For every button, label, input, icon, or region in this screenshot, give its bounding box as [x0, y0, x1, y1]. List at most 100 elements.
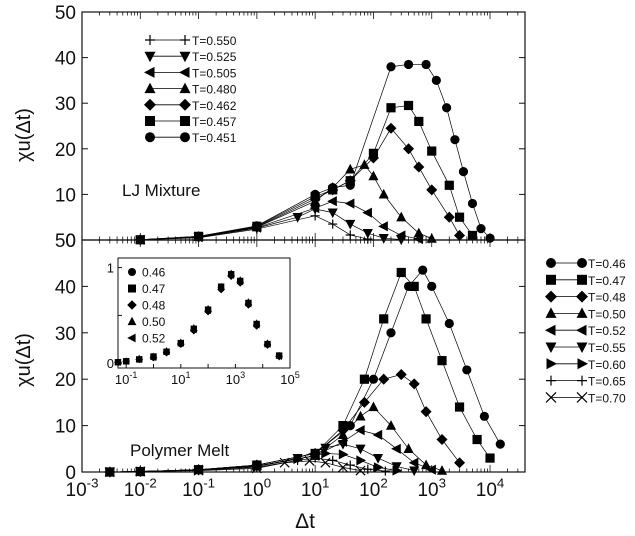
- bottom-legend-label: T=0.70: [588, 391, 626, 405]
- bottom-legend-marker-t-0-55: [545, 342, 557, 353]
- inset-panel: 01 10-1 101 103 105 0.460.470.480.500.52: [107, 257, 300, 387]
- top-legend-marker-t-0-451: [145, 132, 155, 143]
- top-series: [134, 59, 495, 246]
- bottom-point-t-0-70-7: [337, 462, 348, 473]
- bottom-legend-item-t-0-55: T=0.55: [545, 341, 626, 355]
- bottom-x-tick-label-101: 101: [301, 475, 330, 501]
- top-legend-marker-end-t-0-550: [180, 35, 190, 45]
- top-point-t-0-505-4: [327, 196, 337, 207]
- bottom-point-t-0-52-8: [391, 443, 401, 454]
- top-point-t-0-451-3: [310, 189, 320, 199]
- inset-legend-marker-0-50: [127, 316, 137, 326]
- inset-point-0-52-6: [189, 326, 197, 334]
- bottom-point-t-0-55-10: [409, 466, 420, 477]
- inset-x-tick-label-103-exponent: 3: [240, 370, 245, 380]
- bottom-point-t-0-48-10: [420, 406, 432, 418]
- inset-point-0-52-2: [135, 355, 143, 363]
- top-point-t-0-525-7: [362, 229, 373, 239]
- inset-x-tick-label-101-exponent: 1: [185, 370, 190, 380]
- bottom-point-t-0-65-9: [380, 466, 390, 476]
- inset-point-0-52-0: [114, 358, 121, 366]
- bottom-legend-marker-t-0-70: [545, 391, 557, 403]
- top-legend-label: T=0.451: [192, 131, 237, 145]
- bottom-y-tick-label-50: 50: [55, 231, 76, 252]
- bottom-point-t-0-50-9: [403, 443, 414, 453]
- bottom-legend-marker-end-t-0-48: [576, 290, 588, 303]
- top-point-t-0-451-8: [421, 59, 431, 70]
- inset-x-tick-label-10-1: 10-1: [115, 370, 138, 387]
- bottom-legend-marker-end-t-0-65: [577, 375, 587, 386]
- top-point-t-0-451-2: [252, 221, 262, 231]
- bottom-point-t-0-60-3: [252, 461, 263, 472]
- bottom-legend-marker-t-0-47: [546, 274, 556, 285]
- bottom-point-t-0-70-2: [193, 465, 204, 476]
- bottom-point-t-0-50-8: [385, 420, 397, 430]
- bottom-x-tick-label-10-3: 10-3: [66, 475, 99, 501]
- top-point-t-0-457-7: [386, 103, 396, 113]
- top-legend-marker-end-t-0-457: [180, 116, 190, 126]
- top-panel: 0 10 20 30 40 50 χu(Δt) T=0.550 T=0.525 T=0.505…: [13, 3, 526, 252]
- inset-legend-label: 0.47: [142, 282, 166, 296]
- bottom-legend-label: T=0.52: [588, 324, 626, 338]
- top-point-t-0-457-11: [444, 180, 454, 190]
- bottom-point-t-0-50-5: [337, 429, 349, 440]
- bottom-point-t-0-48-8: [395, 369, 407, 381]
- inset-point-0-52-10: [236, 278, 244, 286]
- inset-point-0-52-9: [227, 271, 235, 279]
- top-legend-item-t-0-525: T=0.525: [144, 50, 237, 64]
- top-point-t-0-462-11: [443, 211, 455, 223]
- top-point-t-0-451-5: [345, 180, 355, 190]
- bottom-x-tick-label-10-2: 10-2: [124, 475, 157, 501]
- bottom-legend-marker-end-t-0-55: [576, 342, 588, 353]
- bottom-x-tick-label-103-exponent: 3: [439, 475, 446, 490]
- top-point-t-0-462-12: [454, 229, 466, 241]
- bottom-legend-marker-end-t-0-50: [576, 307, 588, 318]
- bottom-point-t-0-65-7: [345, 460, 355, 470]
- bottom-point-t-0-47-12: [454, 402, 465, 412]
- top-point-t-0-457-13: [467, 230, 478, 241]
- top-point-t-0-505-5: [344, 198, 355, 209]
- inset-series-0-52: [114, 271, 283, 366]
- inset-point-0-52-12: [252, 321, 260, 329]
- bottom-x-tick-label-10-1-exponent: -1: [203, 475, 215, 490]
- bottom-point-t-0-50-7: [368, 401, 379, 412]
- top-legend-item-t-0-480: T=0.480: [144, 82, 237, 97]
- top-annotation: LJ Mixture: [122, 181, 200, 200]
- top-point-t-0-457-9: [414, 116, 424, 127]
- x-axis-label: Δt: [295, 510, 315, 533]
- bottom-plot-frame: [81, 239, 526, 473]
- bottom-legend-label: T=0.60: [588, 358, 626, 372]
- top-point-t-0-505-6: [362, 207, 372, 218]
- bottom-x-tick-label-10-1: 10-1: [182, 475, 215, 501]
- bottom-y-tick-label-0: 0: [65, 463, 76, 484]
- bottom-point-t-0-46-9: [418, 265, 428, 275]
- top-legend-item-t-0-505: T=0.505: [144, 66, 237, 80]
- top-point-t-0-480-8: [378, 188, 389, 199]
- top-legend-marker-end-t-0-462: [179, 98, 191, 111]
- bottom-y-tick-label-10: 10: [55, 417, 76, 438]
- top-legend: T=0.550 T=0.525 T=0.505 T=0.480 T=0.462 T=0.4…: [144, 34, 237, 145]
- bottom-legend-marker-end-t-0-60: [577, 358, 588, 370]
- top-series-line-t-0-451: [140, 64, 491, 241]
- bottom-legend-item-t-0-47: T=0.47: [546, 274, 626, 288]
- top-point-t-0-451-12: [458, 167, 469, 177]
- inset-legend-item-0-48: 0.48: [127, 299, 166, 313]
- inset-legend-label: 0.50: [142, 315, 166, 329]
- top-legend-marker-t-0-525: [144, 51, 156, 63]
- bottom-point-t-0-55-8: [373, 453, 384, 464]
- bottom-point-t-0-47-7: [379, 314, 389, 324]
- bottom-point-t-0-70-3: [251, 463, 262, 474]
- inset-legend-marker-0-48: [127, 300, 137, 310]
- bottom-legend-label: T=0.50: [588, 307, 626, 321]
- bottom-point-t-0-48-9: [408, 378, 420, 390]
- top-point-t-0-451-7: [403, 59, 414, 70]
- top-point-t-0-480-10: [413, 227, 424, 238]
- bottom-point-t-0-52-9: [408, 457, 419, 468]
- inset-legend-marker-0-52: [127, 333, 136, 343]
- bottom-point-t-0-65-4: [293, 455, 303, 465]
- top-legend-label: T=0.480: [192, 83, 237, 97]
- bottom-series-t-0-70: [104, 455, 366, 478]
- inset-point-0-52-7: [204, 307, 211, 315]
- bottom-point-t-0-46-11: [444, 318, 454, 329]
- bottom-legend-label: T=0.55: [588, 341, 626, 355]
